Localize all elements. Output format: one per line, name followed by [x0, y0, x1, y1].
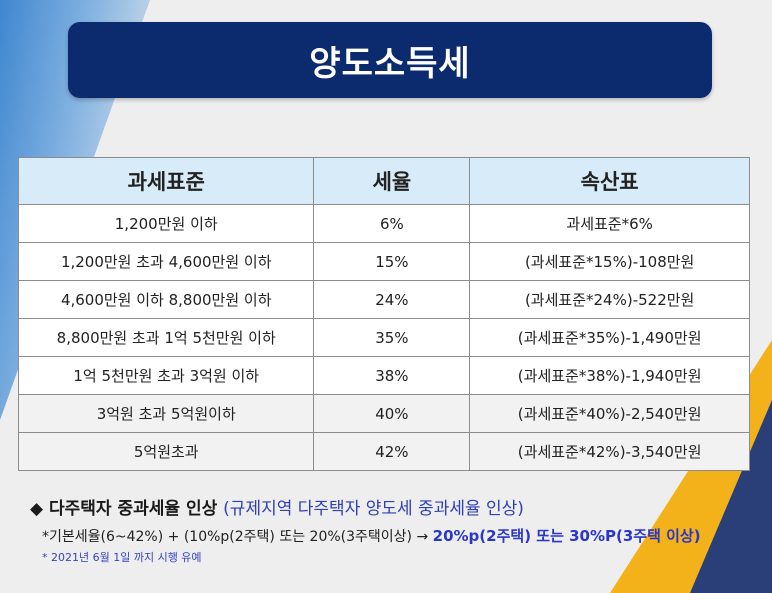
header-tax-rate: 세율 — [313, 157, 471, 205]
cell-quick-calc: (과세표준*42%)-3,540만원 — [469, 432, 750, 471]
note-heavy-tax-text: 다주택자 중과세율 인상 — [49, 499, 218, 519]
cell-tax-rate: 42% — [313, 432, 471, 471]
note-rate-detail-highlight: 20%p(2주택) 또는 30%P(3주택 이상) — [432, 527, 701, 545]
cell-quick-calc: (과세표준*35%)-1,490만원 — [469, 318, 750, 357]
title-banner: 양도소득세 — [68, 22, 712, 98]
cell-tax-rate: 6% — [313, 204, 471, 243]
note-rate-detail: *기본세율(6~42%) + (10%p(2주택) 또는 20%(3주택이상) … — [30, 525, 701, 546]
cell-tax-rate: 15% — [313, 242, 471, 281]
cell-tax-base: 5억원초과 — [17, 432, 315, 471]
table-row: 1,200만원 이하 6% 과세표준*6% — [17, 204, 750, 243]
cell-tax-base: 1,200만원 초과 4,600만원 이하 — [17, 242, 315, 281]
cell-tax-base: 4,600만원 이하 8,800만원 이하 — [17, 280, 315, 319]
table-row: 1,200만원 초과 4,600만원 이하 15% (과세표준*15%)-108… — [17, 242, 750, 281]
note-heavy-tax-highlight: (규제지역 다주택자 양도세 중과세율 인상) — [223, 499, 524, 519]
cell-quick-calc: (과세표준*15%)-108만원 — [469, 242, 750, 281]
header-quick-calc: 속산표 — [469, 157, 750, 205]
tax-rate-table: 과세표준 세율 속산표 1,200만원 이하 6% 과세표준*6% 1,200만… — [17, 157, 750, 471]
cell-tax-rate: 35% — [313, 318, 471, 357]
cell-tax-rate: 24% — [313, 280, 471, 319]
cell-tax-base: 8,800만원 초과 1억 5천만원 이하 — [17, 318, 315, 357]
note-rate-detail-text: *기본세율(6~42%) + (10%p(2주택) 또는 20%(3주택이상) … — [42, 529, 429, 545]
table-row: 1억 5천만원 초과 3억원 이하 38% (과세표준*38%)-1,940만원 — [17, 356, 750, 395]
cell-quick-calc: (과세표준*24%)-522만원 — [469, 280, 750, 319]
cell-quick-calc: (과세표준*38%)-1,940만원 — [469, 356, 750, 395]
diamond-bullet-icon: ◆ — [30, 499, 44, 519]
cell-tax-base: 1,200만원 이하 — [17, 204, 315, 243]
notes-section: ◆ 다주택자 중과세율 인상 (규제지역 다주택자 양도세 중과세율 인상) *… — [30, 494, 701, 565]
table-row: 4,600만원 이하 8,800만원 이하 24% (과세표준*24%)-522… — [17, 280, 750, 319]
cell-quick-calc: 과세표준*6% — [469, 204, 750, 243]
cell-quick-calc: (과세표준*40%)-2,540만원 — [469, 394, 750, 433]
cell-tax-rate: 38% — [313, 356, 471, 395]
table-row: 3억원 초과 5억원이하 40% (과세표준*40%)-2,540만원 — [17, 394, 750, 433]
cell-tax-rate: 40% — [313, 394, 471, 433]
table-header-row: 과세표준 세율 속산표 — [17, 157, 750, 205]
cell-tax-base: 3억원 초과 5억원이하 — [17, 394, 315, 433]
note-deferral: * 2021년 6월 1일 까지 시행 유예 — [42, 551, 202, 564]
header-tax-base: 과세표준 — [17, 157, 315, 205]
note-heavy-tax: ◆ 다주택자 중과세율 인상 (규제지역 다주택자 양도세 중과세율 인상) — [30, 494, 701, 519]
page-title: 양도소득세 — [309, 43, 471, 84]
table-row: 8,800만원 초과 1억 5천만원 이하 35% (과세표준*35%)-1,4… — [17, 318, 750, 357]
cell-tax-base: 1억 5천만원 초과 3억원 이하 — [17, 356, 315, 395]
table-row: 5억원초과 42% (과세표준*42%)-3,540만원 — [17, 432, 750, 471]
